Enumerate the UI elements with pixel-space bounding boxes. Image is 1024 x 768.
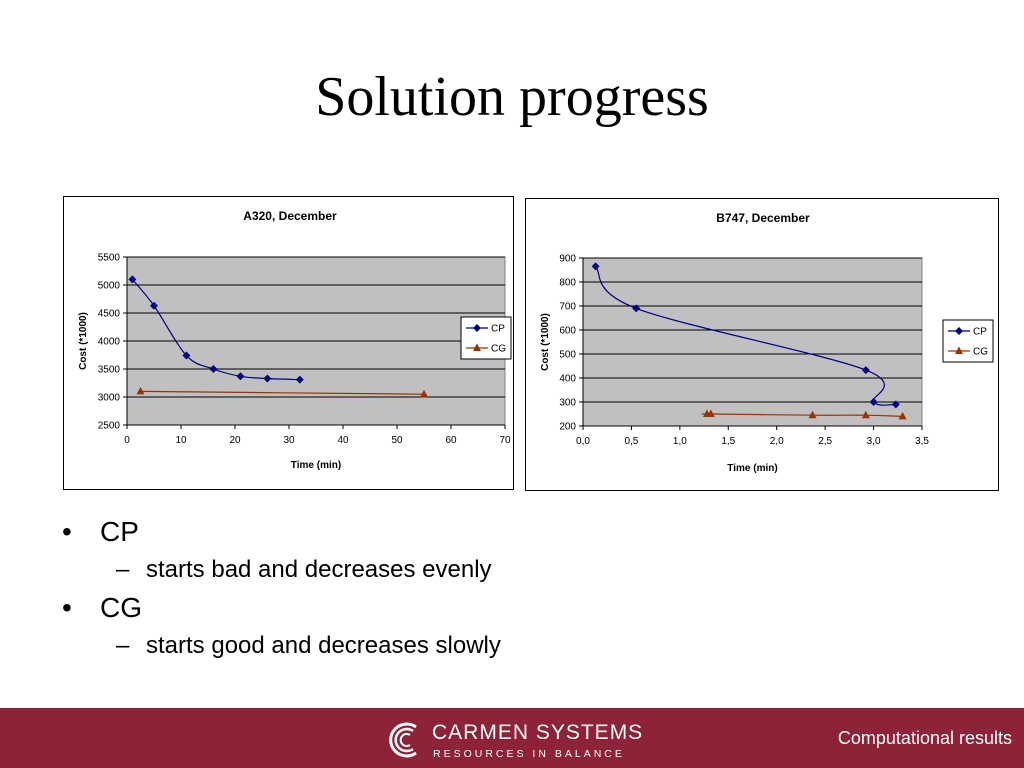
data-point-cp (869, 398, 878, 406)
data-point-cp (236, 372, 245, 381)
legend-marker-cg (473, 343, 481, 351)
x-tick-label: 3,5 (915, 436, 929, 447)
y-tick-label: 2500 (98, 421, 121, 432)
data-point-cg (808, 410, 817, 419)
series-line-cg (701, 413, 903, 417)
section-label: Computational results (837, 728, 1012, 748)
series-cp (591, 262, 900, 409)
x-tick-label: 40 (337, 435, 349, 446)
chart-svg-a320: A320, December 2500 3000 3500 4000 4500 5000 55… (78, 209, 512, 471)
bullet-dot: • (62, 516, 72, 547)
y-tick-label: 900 (559, 254, 576, 265)
data-point-cp (591, 262, 600, 271)
y-axis-label: Cost (*1000) (78, 312, 89, 370)
bullet-text-cp: CP (100, 516, 139, 547)
x-tick-label: 70 (499, 435, 511, 446)
brand-tagline: RESOURCES IN BALANCE (433, 748, 625, 760)
data-point-cp (128, 275, 137, 284)
x-tick-label: 60 (445, 435, 457, 446)
x-axis-label: Time (min) (727, 463, 777, 474)
y-tick-label: 500 (559, 350, 576, 361)
bullet-item: • CP (62, 512, 501, 552)
sub-bullet-item: – starts good and decreases slowly (62, 628, 501, 664)
sub-bullet-dash: – (116, 556, 130, 583)
legend-label-cp: CP (973, 327, 987, 338)
y-tick-label: 5000 (98, 281, 121, 292)
sub-bullet-item: – starts bad and decreases evenly (62, 552, 501, 588)
y-tick-label: 5500 (98, 253, 121, 264)
brand-name: CARMEN SYSTEMS (432, 721, 644, 744)
data-point-cp (295, 375, 304, 384)
y-tick-label: 700 (559, 302, 576, 313)
x-tick-label: 2,5 (818, 436, 832, 447)
data-point-cg (706, 409, 715, 417)
x-tick-label: 2,0 (770, 436, 784, 447)
x-tick-label: 50 (391, 435, 403, 446)
series-cp (128, 275, 304, 384)
slide-title: Solution progress (315, 66, 709, 128)
x-axis-label: Time (min) (291, 460, 341, 471)
legend-marker-cg (955, 346, 963, 354)
x-tick-label: 3,0 (867, 436, 881, 447)
chart-svg-b747: B747, December 200 300 400 500 600 700 800 900 0,… (540, 211, 994, 474)
data-point-cg (136, 386, 145, 395)
legend-label-cg: CG (973, 347, 988, 358)
x-tick-label: 20 (229, 435, 241, 446)
data-point-cp (182, 351, 191, 360)
sub-bullet-dash: – (116, 632, 130, 659)
data-point-cp (891, 400, 900, 409)
footer-bar: CARMEN SYSTEMS RESOURCES IN BALANCE Comp… (0, 708, 1024, 768)
legend-box (460, 316, 512, 360)
chart-b747: B747, December 200 300 400 500 600 700 800 900 0,… (525, 198, 999, 491)
series-line-cg (140, 390, 425, 395)
series-cg (136, 386, 428, 398)
data-point-cp (632, 304, 641, 313)
y-tick-label: 4000 (98, 337, 121, 348)
data-point-cp (861, 366, 870, 375)
chart-a320: A320, December 2500 3000 3500 4000 4500 5000 55… (63, 196, 514, 490)
y-tick-label: 600 (559, 326, 576, 337)
bullet-list: • CP – starts bad and decreases evenly •… (62, 512, 501, 664)
legend-box (942, 319, 994, 363)
data-point-cg (861, 410, 870, 419)
y-tick-label: 400 (559, 374, 576, 385)
data-point-cg (420, 389, 428, 398)
sub-bullet-text-cp: starts bad and decreases evenly (146, 556, 492, 583)
bullet-text-cg: CG (100, 592, 142, 623)
x-tick-label: 0,5 (624, 436, 638, 447)
y-axis-label: Cost (*1000) (540, 313, 551, 371)
x-tick-label: 0,0 (576, 436, 590, 447)
legend-marker-cp (473, 324, 481, 332)
x-tick-label: 1,0 (673, 436, 687, 447)
x-tick-label: 0 (124, 435, 130, 446)
x-tick-label: 30 (283, 435, 295, 446)
brand-logo: CARMEN SYSTEMS RESOURCES IN BALANCE (386, 716, 642, 762)
bullet-item: • CG (62, 588, 501, 628)
legend-marker-cp (955, 327, 963, 335)
y-tick-label: 800 (559, 278, 576, 289)
carmen-swirl-icon (389, 722, 417, 758)
plot-area (582, 257, 923, 427)
data-point-cp (263, 374, 272, 383)
sub-bullet-text-cg: starts good and decreases slowly (146, 632, 501, 659)
y-tick-label: 4500 (98, 309, 121, 320)
y-tick-label: 3000 (98, 393, 121, 404)
chart-title: B747, December (716, 211, 810, 225)
series-cg (701, 409, 907, 420)
legend-label-cp: CP (491, 324, 505, 335)
bullet-dot: • (62, 592, 72, 623)
legend-label-cg: CG (491, 344, 506, 355)
y-tick-label: 300 (559, 398, 576, 409)
data-point-cp (150, 301, 158, 310)
x-tick-label: 10 (175, 435, 187, 446)
chart-title: A320, December (243, 209, 337, 223)
data-point-cp (209, 365, 218, 373)
x-tick-label: 1,5 (721, 436, 735, 447)
data-point-cg (898, 411, 907, 420)
y-tick-label: 3500 (98, 365, 121, 376)
y-tick-label: 200 (559, 422, 576, 433)
